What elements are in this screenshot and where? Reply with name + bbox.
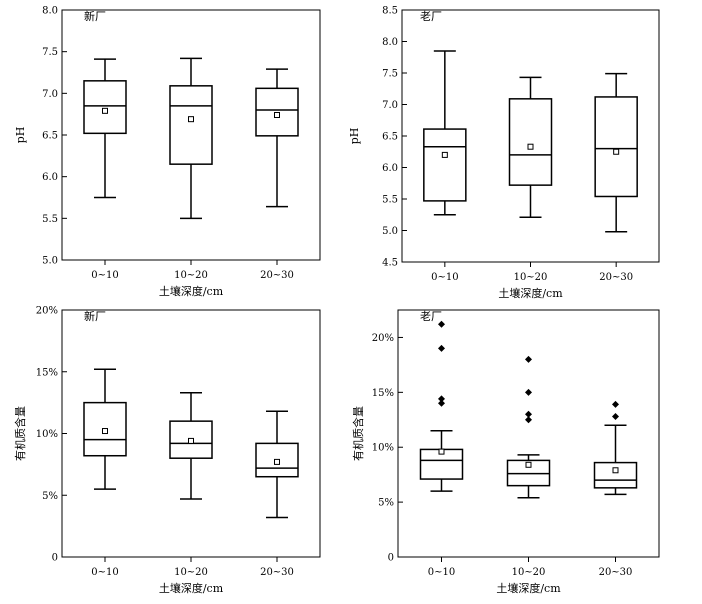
outlier-point <box>525 410 532 418</box>
x-tick-label: 20~30 <box>599 272 633 283</box>
box-iqr <box>255 442 299 478</box>
chart-panel-2: 4.5 5.0 5.5 6.0 6.5 7.0 7.5 8.0 8.5 0~10 10~20 20~3… <box>348 6 660 300</box>
y-tick-label: 6.5 <box>42 131 58 142</box>
box-3 <box>594 72 638 233</box>
outlier-point <box>525 355 532 363</box>
panel-label: 新厂 <box>84 9 106 23</box>
y-tick-label: 20% <box>36 306 58 317</box>
panel-label: 新厂 <box>84 309 106 323</box>
chart-panel-4: 0 5% 10% 15% 20% 0~10 10~20 20~30 土壤深度/cm 有机质含量 老厂 <box>351 309 660 595</box>
outlier-point <box>612 400 619 408</box>
y-tick-label: 20% <box>372 333 394 344</box>
mean-marker <box>441 151 448 158</box>
x-axis-title: 土壤深度/cm <box>159 581 224 595</box>
y-tick-label: 0 <box>52 553 58 564</box>
y-tick-label: 10% <box>372 443 394 454</box>
y-tick-label: 7.0 <box>382 100 398 111</box>
box-iqr <box>169 85 213 165</box>
y-tick-label: 5% <box>42 491 58 502</box>
box-2 <box>169 57 213 220</box>
x-tick-label: 10~20 <box>174 270 208 281</box>
mean-marker <box>525 461 532 468</box>
outlier-point <box>438 395 445 403</box>
box-3 <box>255 410 299 519</box>
y-tick-label: 8.5 <box>382 6 398 17</box>
x-tick-label: 0~10 <box>431 272 458 283</box>
chart-panel-3: 0 5% 10% 15% 20% 0~10 10~20 20~30 土壤深度/cm 有机质含量 新厂 <box>13 306 321 595</box>
y-tick-label: 15% <box>36 367 58 378</box>
x-axis-title: 土壤深度/cm <box>159 284 224 298</box>
y-tick-label: 5.5 <box>42 214 58 225</box>
y-tick-label: 6.5 <box>382 132 398 143</box>
box-iqr <box>83 80 127 135</box>
y-tick-label: 8.0 <box>382 37 398 48</box>
chart-panel-1: 5.0 5.5 6.0 6.5 7.0 7.5 8.0 0~10 10~20 20~30 土壤深度/… <box>14 6 321 298</box>
box-3 <box>255 68 299 208</box>
y-tick-label: 6.0 <box>42 172 58 183</box>
mean-marker <box>274 112 280 118</box>
y-tick-label: 4.5 <box>382 258 398 269</box>
box-iqr <box>593 461 638 489</box>
panel-label: 老厂 <box>420 10 442 23</box>
box-3 <box>593 400 638 496</box>
x-tick-label: 10~20 <box>174 567 208 578</box>
box-1 <box>83 368 127 490</box>
x-axis-title: 土壤深度/cm <box>496 581 561 595</box>
box-iqr <box>508 98 553 186</box>
box-1 <box>423 50 467 216</box>
mean-marker <box>613 148 620 155</box>
x-tick-label: 0~10 <box>428 567 455 578</box>
mean-marker <box>612 467 619 474</box>
y-tick-label: 7.0 <box>42 89 58 100</box>
mean-marker <box>527 143 534 150</box>
outlier-point <box>612 412 619 420</box>
outlier-point <box>525 416 532 424</box>
y-tick-label: 7.5 <box>42 47 58 58</box>
x-tick-label: 20~30 <box>599 567 633 578</box>
y-tick-label: 5.0 <box>382 226 398 237</box>
outlier-point <box>438 344 445 352</box>
y-tick-label: 7.5 <box>382 69 398 80</box>
box-2 <box>169 391 213 500</box>
x-tick-label: 10~20 <box>512 567 546 578</box>
outlier-point <box>438 320 445 328</box>
mean-marker <box>102 107 108 114</box>
box-2 <box>506 355 551 499</box>
box-1 <box>83 58 127 199</box>
box-iqr <box>423 128 467 202</box>
panel-label: 老厂 <box>420 310 442 323</box>
x-tick-label: 0~10 <box>91 270 118 281</box>
x-tick-label: 10~20 <box>514 272 548 283</box>
plot-frame <box>397 309 660 558</box>
outlier-point <box>438 399 445 407</box>
y-tick-label: 5% <box>378 498 394 509</box>
y-tick-label: 8.0 <box>42 6 58 17</box>
y-tick-label: 5.5 <box>382 195 398 206</box>
mean-marker <box>188 437 194 444</box>
box-2 <box>508 76 553 219</box>
y-axis-title: pH <box>14 127 27 144</box>
y-axis-title: 有机质含量 <box>351 406 365 461</box>
x-tick-label: 20~30 <box>260 567 294 578</box>
y-tick-label: 10% <box>36 429 58 440</box>
outlier-point <box>525 388 532 396</box>
box-1 <box>419 320 464 492</box>
box-iqr <box>594 96 638 198</box>
x-tick-label: 0~10 <box>91 567 118 578</box>
y-tick-label: 6.0 <box>382 163 398 174</box>
y-tick-label: 5.0 <box>42 256 58 267</box>
mean-marker <box>102 428 108 435</box>
y-axis-title: 有机质含量 <box>13 406 27 461</box>
x-tick-label: 20~30 <box>260 270 294 281</box>
mean-marker <box>188 116 194 123</box>
mean-marker <box>438 448 445 455</box>
y-tick-label: 0 <box>388 553 394 564</box>
x-axis-title: 土壤深度/cm <box>498 286 563 300</box>
y-axis-title: pH <box>348 128 361 145</box>
y-tick-label: 15% <box>372 388 394 399</box>
mean-marker <box>274 458 280 465</box>
